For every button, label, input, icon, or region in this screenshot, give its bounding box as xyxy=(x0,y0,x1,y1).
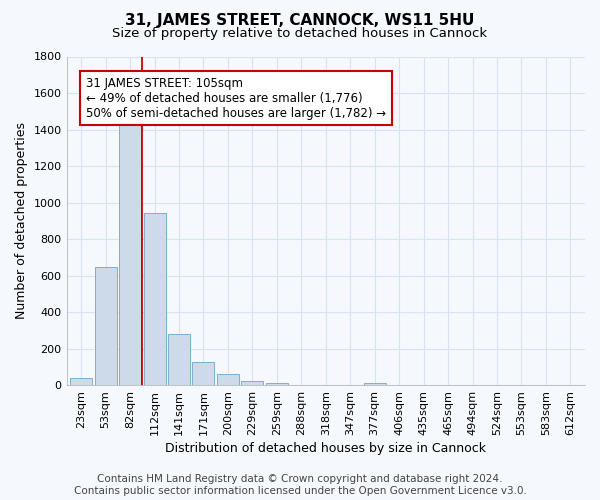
Bar xyxy=(119,116,141,385)
Bar xyxy=(241,381,263,385)
Bar xyxy=(193,362,214,385)
Bar xyxy=(168,334,190,385)
Text: 31, JAMES STREET, CANNOCK, WS11 5HU: 31, JAMES STREET, CANNOCK, WS11 5HU xyxy=(125,12,475,28)
Y-axis label: Number of detached properties: Number of detached properties xyxy=(15,122,28,320)
Text: Size of property relative to detached houses in Cannock: Size of property relative to detached ho… xyxy=(112,28,488,40)
Bar xyxy=(217,374,239,385)
Bar xyxy=(70,378,92,385)
Text: 31 JAMES STREET: 105sqm
← 49% of detached houses are smaller (1,776)
50% of semi: 31 JAMES STREET: 105sqm ← 49% of detache… xyxy=(86,76,386,120)
Text: Contains HM Land Registry data © Crown copyright and database right 2024.
Contai: Contains HM Land Registry data © Crown c… xyxy=(74,474,526,496)
Bar xyxy=(95,268,116,385)
X-axis label: Distribution of detached houses by size in Cannock: Distribution of detached houses by size … xyxy=(165,442,486,455)
Bar xyxy=(143,214,166,385)
Bar xyxy=(266,383,288,385)
Bar xyxy=(364,383,386,385)
